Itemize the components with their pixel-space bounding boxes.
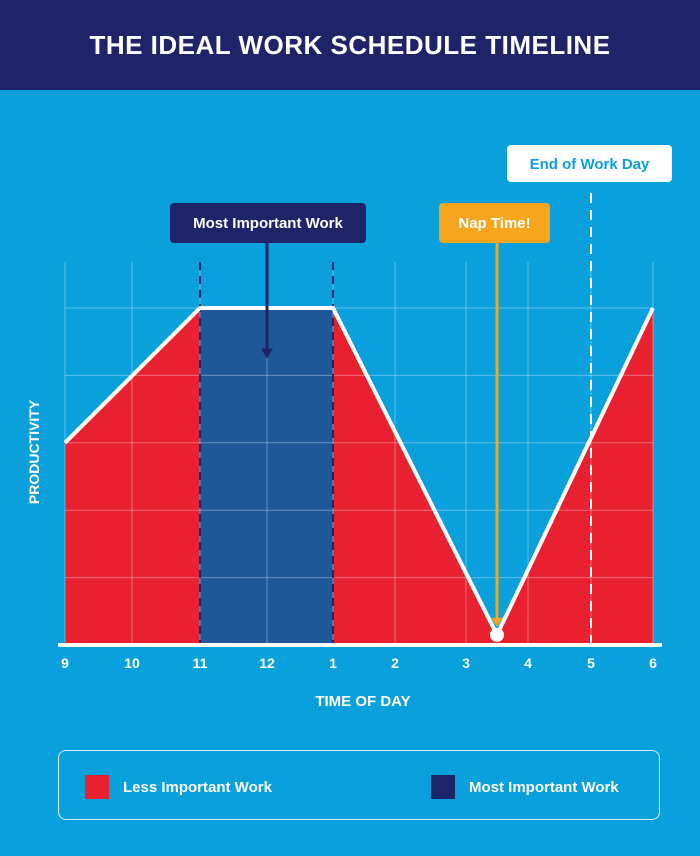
productivity-line: [63, 306, 655, 640]
x-tick-label-1: 1: [329, 655, 337, 671]
legend: Less Important Work Most Important Work: [58, 750, 660, 820]
legend-swatch-less-important: [85, 775, 109, 799]
nap-time-box: [439, 203, 550, 243]
end-of-work-day-box: [507, 145, 672, 182]
nap-time-arrow-head: [491, 617, 503, 627]
header-bar: THE IDEAL WORK SCHEDULE TIMELINE: [0, 0, 700, 90]
legend-item-less-important: Less Important Work: [85, 775, 272, 799]
most-important-callout-box: [170, 203, 366, 243]
legend-swatch-most-important: [431, 775, 455, 799]
x-tick-label-9: 9: [61, 655, 69, 671]
legend-label-less-important: Less Important Work: [123, 778, 272, 796]
x-tick-label-4: 4: [524, 655, 532, 671]
x-tick-label-11: 11: [193, 655, 208, 671]
legend-item-most-important: Most Important Work: [431, 775, 619, 799]
most-important-arrow-head: [261, 348, 273, 359]
region-2: [333, 308, 653, 645]
end-of-work-day-label: End of Work Day: [530, 156, 650, 173]
page-title: THE IDEAL WORK SCHEDULE TIMELINE: [89, 29, 611, 60]
legend-label-most-important: Most Important Work: [469, 778, 619, 796]
nap-time-point: [490, 627, 504, 642]
x-tick-label-5: 5: [587, 655, 595, 671]
region-1: [200, 308, 333, 645]
x-axis-label: TIME OF DAY: [315, 693, 410, 710]
region-0: [65, 308, 200, 645]
x-tick-label-2: 2: [391, 655, 399, 671]
nap-time-label: Nap Time!: [458, 215, 530, 232]
x-tick-label-3: 3: [462, 655, 470, 671]
productivity-chart: End of Work Day Most Important Work Nap Ti…: [26, 145, 672, 710]
x-tick-label-6: 6: [649, 655, 657, 671]
y-axis-label: PRODUCTIVITY: [26, 399, 42, 504]
x-tick-label-10: 10: [124, 655, 140, 671]
x-tick-label-12: 12: [259, 655, 275, 671]
most-important-callout-label: Most Important Work: [193, 215, 343, 232]
